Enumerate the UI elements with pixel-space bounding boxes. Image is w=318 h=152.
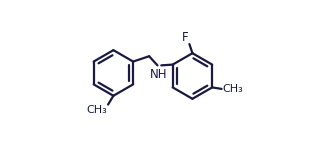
Text: CH₃: CH₃ bbox=[86, 105, 107, 115]
Text: NH: NH bbox=[150, 68, 168, 81]
Text: CH₃: CH₃ bbox=[222, 84, 243, 94]
Text: F: F bbox=[182, 31, 188, 44]
